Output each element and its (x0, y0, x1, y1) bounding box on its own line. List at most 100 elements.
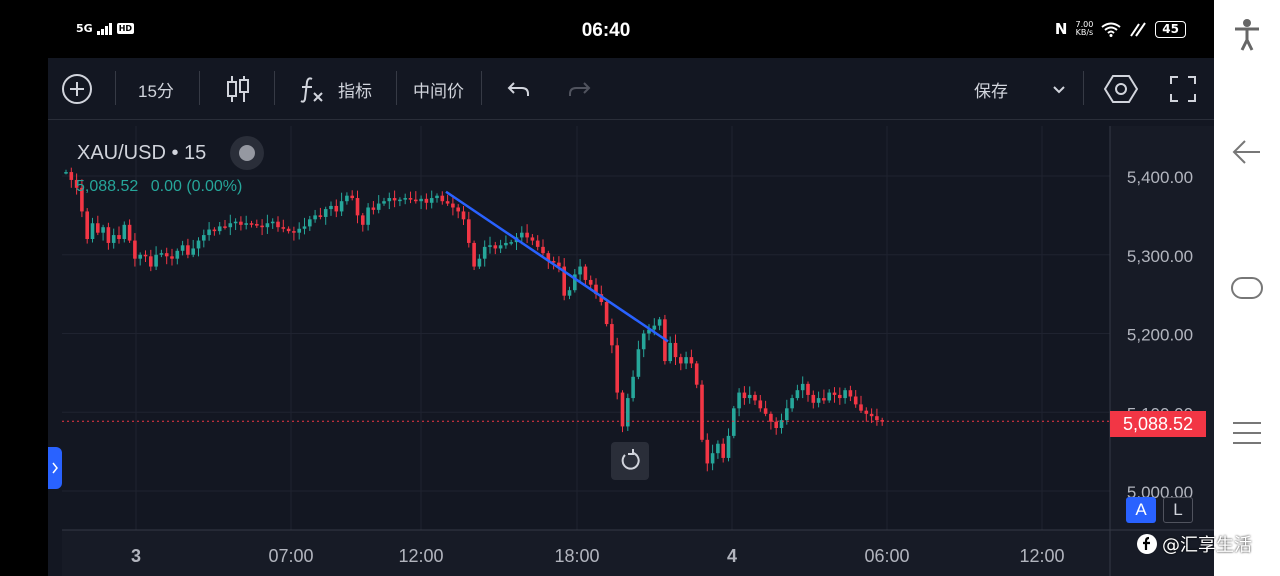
save-button[interactable]: 保存 (974, 81, 1008, 101)
recents-menu-icon[interactable] (1232, 420, 1262, 446)
candlestick-icon (227, 76, 249, 102)
symbol-name: XAU/USD (77, 142, 166, 164)
candle (355, 190, 360, 224)
candle (509, 239, 513, 246)
candle (313, 209, 317, 223)
back-icon[interactable] (1232, 138, 1262, 166)
watermark: @汇享生活 (1136, 531, 1252, 557)
candle (806, 381, 810, 402)
price-tick-label: 5,300.00 (1127, 247, 1193, 266)
candle (445, 194, 450, 206)
candle (429, 190, 434, 209)
candle (620, 390, 625, 433)
candle (350, 190, 354, 201)
candle (498, 239, 503, 254)
candle (223, 219, 227, 230)
candle (138, 252, 142, 266)
function-icon (300, 77, 323, 103)
chart-type-button[interactable] (225, 58, 251, 120)
candle (366, 203, 370, 231)
price-tick-label: 5,200.00 (1127, 326, 1193, 345)
accessibility-icon[interactable] (1232, 18, 1262, 52)
redo-icon (569, 82, 591, 96)
chart-pane[interactable]: 5,400.005,300.005,200.005,100.005,000.00… (62, 126, 1214, 576)
auto-scale-button[interactable]: A (1126, 497, 1156, 523)
candle (186, 238, 190, 259)
status-left: 5G HD (76, 22, 135, 35)
symbol-interval: 15 (184, 142, 207, 164)
undo-button[interactable] (505, 58, 533, 120)
candle (196, 237, 201, 257)
candle (631, 370, 635, 402)
candle (170, 248, 174, 266)
candle (647, 324, 651, 341)
candle (716, 440, 720, 459)
candle (408, 191, 413, 204)
legend-values: 5,088.52 0.00 (0.00%) (76, 178, 242, 196)
fullscreen-button[interactable] (1169, 58, 1197, 120)
candle (461, 206, 466, 225)
candle (705, 433, 710, 472)
home-icon[interactable] (1230, 276, 1264, 300)
candle (520, 226, 524, 245)
candle (573, 269, 577, 293)
charging-speed-icon (1130, 21, 1147, 37)
candle (424, 193, 429, 210)
price-chart[interactable]: 5,400.005,300.005,200.005,100.005,000.00… (62, 126, 1214, 576)
candle (636, 340, 641, 380)
toolbar-divider (274, 71, 275, 105)
candle (270, 218, 275, 229)
candle (504, 235, 508, 249)
log-scale-button[interactable]: L (1163, 497, 1193, 523)
indicators-button[interactable]: 指标 (298, 58, 372, 120)
price-type-button[interactable]: 中间价 (413, 81, 464, 101)
candle (747, 386, 752, 404)
settings-button[interactable] (1104, 58, 1138, 120)
candle (302, 217, 307, 235)
trendline[interactable] (445, 190, 669, 343)
candle (710, 444, 715, 471)
reset-chart-button[interactable] (611, 442, 649, 480)
legend-price: 5,088.52 (76, 178, 139, 195)
save-menu-button[interactable] (1051, 58, 1067, 120)
candle (626, 393, 630, 431)
watermark-logo-icon (1137, 534, 1157, 554)
candle (164, 247, 169, 265)
candle (202, 229, 206, 248)
candle (530, 234, 535, 246)
candle (557, 256, 561, 273)
candle (482, 240, 487, 267)
add-symbol-button[interactable] (61, 58, 93, 120)
candle (541, 239, 545, 256)
candle (721, 438, 725, 463)
time-tick-label: 12:00 (398, 546, 443, 566)
battery-indicator: 45 (1155, 20, 1186, 38)
candle (832, 387, 837, 403)
candle (403, 193, 407, 205)
time-tick-label: 07:00 (268, 546, 313, 566)
speed-unit: KB/s (1075, 28, 1094, 37)
candle (679, 353, 683, 371)
candle (657, 316, 662, 331)
candle (472, 240, 476, 271)
candle (111, 228, 116, 249)
price-tick-label: 5,400.00 (1127, 168, 1193, 187)
candle (875, 408, 879, 426)
toolbar-divider (1083, 71, 1084, 105)
candle (207, 222, 211, 241)
candle (641, 330, 646, 358)
symbol-legend[interactable]: XAU/USD • 15 (77, 142, 206, 165)
network-speed: 7.00 KB/s (1075, 21, 1093, 37)
candle (594, 278, 598, 299)
candle (694, 361, 699, 389)
candle (689, 349, 694, 368)
candle (583, 264, 588, 287)
candle (371, 201, 376, 215)
interval-button[interactable]: 15分 (138, 81, 174, 101)
redo-button[interactable] (565, 58, 593, 120)
candle (154, 246, 158, 271)
market-status-button[interactable] (230, 136, 264, 170)
side-panel-tab[interactable] (48, 447, 62, 489)
candle (323, 206, 328, 225)
toolbar-divider (396, 71, 397, 105)
